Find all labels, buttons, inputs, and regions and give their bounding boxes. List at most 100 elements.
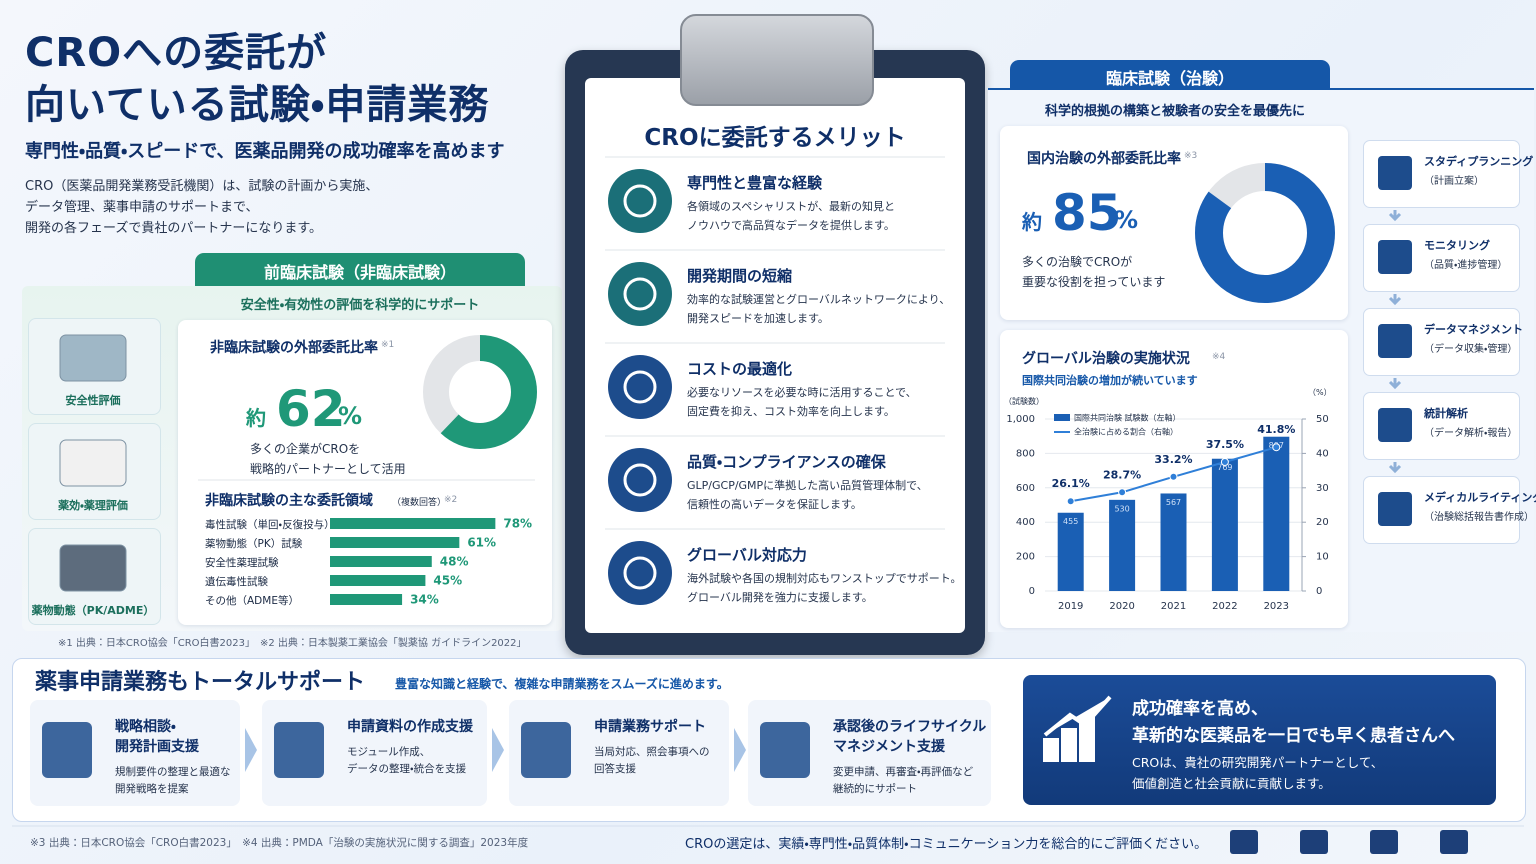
section-heading: 臨床試験（治験） (1105, 69, 1235, 88)
process-icon (1378, 408, 1412, 442)
category-label: 安全性薬理試験 (205, 557, 279, 569)
footer-icon (1370, 830, 1398, 854)
value-prefix: 約 (246, 406, 266, 430)
line-value-label: 41.8% (1257, 423, 1295, 436)
chart-subtitle: 国際共同治験の増加が続いています (1022, 374, 1198, 387)
merit-icon (608, 355, 672, 419)
legend-swatch (1054, 431, 1070, 433)
merit-title: 開発期間の短縮 (687, 267, 793, 285)
step-icon (274, 722, 324, 778)
merit-icon-glyph (623, 463, 657, 497)
chart-caption: 戦略的パートナーとして活用 (250, 462, 406, 476)
y2-tick-label: 0 (1316, 586, 1322, 597)
process-title: データマネジメント (1424, 323, 1523, 336)
step-title: 開発計画支援 (115, 739, 199, 755)
step-description: 変更申請、再審査・再評価など (833, 766, 974, 778)
process-arrow (1388, 462, 1402, 474)
step-description: モジュール作成、 (347, 746, 431, 758)
big-value: 62 (276, 380, 346, 438)
step-description: 規制要件の整理と最適な (115, 766, 231, 778)
merit-description: グローバル開発を強力に支援します。 (687, 591, 873, 604)
message-icon (1043, 695, 1112, 762)
line-point (1220, 458, 1229, 466)
y2-tick-label: 20 (1316, 517, 1329, 528)
bar (330, 537, 460, 548)
chart-note: ※4 (1212, 352, 1226, 362)
donut-segment (423, 335, 537, 449)
y-tick-label: 200 (1016, 552, 1035, 563)
step-title: 承認後のライフサイクル (833, 719, 987, 735)
y-axis-label: （試験数） (1004, 397, 1044, 406)
preclinical-card (178, 320, 552, 625)
message-description: 価値創造と社会貢献に貢献します。 (1132, 776, 1331, 791)
clinical-tab (1010, 60, 1330, 90)
process-icon (1378, 492, 1412, 526)
process-title: モニタリング (1424, 239, 1490, 252)
chart-caption: 多くの治験でCROが (1022, 255, 1133, 269)
message-title: 革新的な医薬品を一日でも早く患者さんへ (1132, 726, 1455, 746)
merit-description: 効率的な試験運営とグローバルネットワークにより、 (687, 293, 951, 306)
footnote: ※1 出典：日本CRO協会「CRO白書2023」 ※2 出典：日本製薬工業協会「… (58, 638, 527, 649)
line-value-label: 28.7% (1103, 468, 1141, 481)
area-card (28, 318, 161, 415)
merit-description: 海外試験や各国の規制対応もワンストップでサポート。 (687, 572, 962, 585)
value-unit: % (338, 402, 363, 430)
merit-icon (608, 541, 672, 605)
line-value-label: 26.1% (1052, 477, 1090, 490)
bar-value-label: 567 (1166, 498, 1181, 507)
footer-icon (1440, 830, 1468, 854)
chart-note: ※1 (381, 340, 395, 350)
process-detail: （治験総括報告書作成） (1424, 512, 1534, 523)
bar (330, 556, 432, 567)
category-label: その他（ADME等） (205, 595, 299, 607)
y-tick-label: 400 (1016, 517, 1035, 528)
step-chevron (492, 728, 504, 772)
footer-icon (1230, 830, 1258, 854)
preclinical-tab (195, 253, 525, 286)
footnote: ※3 出典：日本CRO協会「CRO白書2023」 ※4 出典：PMDA「治験の実… (30, 837, 529, 849)
step-description: 継続的にサポート (833, 783, 917, 795)
bar (330, 575, 426, 586)
step-icon (42, 722, 92, 778)
page-description: CRO（医薬品開発業務受託機関）は、試験の計画から実施、 (25, 179, 379, 194)
page-description: 開発の各フェーズで貴社のパートナーになります。 (25, 221, 323, 236)
value-label: 45% (433, 574, 462, 588)
page-description: データ管理、薬事申請のサポートまで、 (25, 200, 259, 215)
section-subheading: 安全性・有効性の評価を科学的にサポート (240, 298, 480, 313)
x-tick-label: 2019 (1058, 601, 1083, 612)
x-tick-label: 2021 (1161, 601, 1186, 612)
chart-caption: 重要な役割を担っています (1022, 275, 1166, 289)
y2-tick-label: 30 (1316, 483, 1329, 494)
process-icon (1378, 240, 1412, 274)
x-tick-label: 2020 (1109, 601, 1134, 612)
chart-title: 非臨床試験の外部委託比率 (210, 340, 378, 356)
merit-description: 信頼性の高いデータを保証します。 (687, 498, 862, 511)
merit-icon-glyph (623, 184, 657, 218)
message-box (1023, 675, 1496, 805)
merit-icon (608, 262, 672, 326)
merit-description: 固定費を抑え、コスト効率を向上します。 (687, 405, 895, 418)
bar-value-label: 455 (1063, 517, 1078, 526)
merit-description: GLP/GCP/GMPに準拠した高い品質管理体制で、 (687, 479, 928, 492)
value-label: 48% (440, 555, 469, 569)
process-title: メディカルライティング (1424, 491, 1536, 504)
chart-title: 国内治験の外部委託比率 (1027, 151, 1181, 167)
value-label: 34% (410, 593, 439, 607)
step-icon (521, 722, 571, 778)
merit-icon (608, 169, 672, 233)
bar (1109, 499, 1136, 591)
page-title: CROへの委託が (25, 30, 328, 76)
line-point (1272, 443, 1281, 452)
step-icon (760, 722, 810, 778)
chart-caption: 多くの企業がCROを (250, 442, 361, 456)
area-icon (59, 439, 127, 487)
process-detail: （データ収集・管理） (1424, 344, 1518, 355)
page-title: 向いている試験・申請業務 (25, 82, 490, 128)
step-description: 回答支援 (594, 763, 636, 775)
clipboard-title: CROに委託するメリット (644, 125, 906, 151)
chart-note: ※2 (444, 495, 458, 505)
value-unit: % (1114, 206, 1139, 234)
y2-tick-label: 40 (1316, 448, 1329, 459)
chart-note: ※3 (1184, 151, 1198, 161)
bar (330, 594, 403, 605)
